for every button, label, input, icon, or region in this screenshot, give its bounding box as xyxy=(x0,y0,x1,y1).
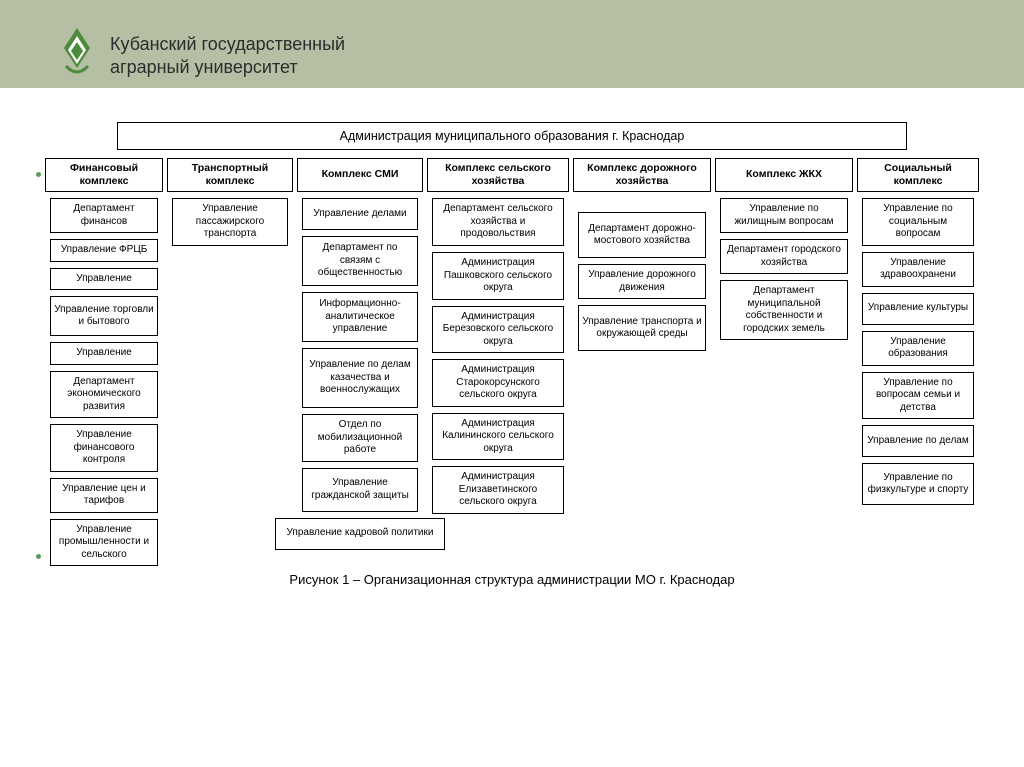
org-box: Управление дорожного движения xyxy=(578,264,706,299)
org-box: Управление ФРЦБ xyxy=(50,239,158,262)
root-node: Администрация муниципального образования… xyxy=(117,122,907,150)
org-box: Управление по физкультуре и спорту xyxy=(862,463,974,505)
org-box: Управление по делам казачества и военнос… xyxy=(302,348,418,408)
uni-title-line1: Кубанский государственный xyxy=(110,33,345,56)
org-box: Департамент экономического развития xyxy=(50,371,158,419)
org-box: Управление промышленности и сельского xyxy=(50,519,158,567)
chart-column: Комплекс СМИ Управление делами Департамент… xyxy=(297,158,423,566)
marker-dot xyxy=(36,172,41,177)
org-box: Управление xyxy=(50,342,158,365)
column-header: Финансовый комплекс xyxy=(45,158,163,192)
column-header: Комплекс дорожного хозяйства xyxy=(573,158,711,192)
org-box: Управление образования xyxy=(862,331,974,366)
org-box: Управление кадровой политики xyxy=(275,518,445,550)
column-header: Комплекс СМИ xyxy=(297,158,423,192)
column-header: Комплекс ЖКХ xyxy=(715,158,853,192)
org-box: Департамент финансов xyxy=(50,198,158,233)
org-box: Департамент городского хозяйства xyxy=(720,239,848,274)
org-box: Управление цен и тарифов xyxy=(50,478,158,513)
org-box: Департамент по связям с общественностью xyxy=(302,236,418,286)
org-box: Департамент сельского хозяйства и продов… xyxy=(432,198,564,246)
chart-column: Комплекс сельского хозяйства Департамент … xyxy=(427,158,569,566)
org-box: Департамент дорожно-мостового хозяйства xyxy=(578,212,706,258)
org-box: Управление гражданской защиты xyxy=(302,468,418,512)
university-logo xyxy=(58,26,96,82)
org-box: Управление финансового контроля xyxy=(50,424,158,472)
org-box: Департамент муниципальной собственности … xyxy=(720,280,848,340)
org-box: Управление здравоохранени xyxy=(862,252,974,287)
org-box: Управление по жилищным вопросам xyxy=(720,198,848,233)
org-box: Управление культуры xyxy=(862,293,974,325)
header-band: Кубанский государственный аграрный униве… xyxy=(0,0,1024,88)
org-box: Управление по делам xyxy=(862,425,974,457)
org-box: Администрация Березовского сельского окр… xyxy=(432,306,564,354)
org-box: Администрация Старокорсунского сельского… xyxy=(432,359,564,407)
org-box: Управление по социальным вопросам xyxy=(862,198,974,246)
column-header: Социальный комплекс xyxy=(857,158,979,192)
column-header: Комплекс сельского хозяйства xyxy=(427,158,569,192)
chart-column: Социальный комплекс Управление по социаль… xyxy=(857,158,979,566)
org-box: Управление пассажирского транспорта xyxy=(172,198,288,246)
org-box: Управление транспорта и окружающей среды xyxy=(578,305,706,351)
chart-columns: Финансовый комплекс Департамент финансов У… xyxy=(20,158,1004,566)
org-box: Управление торговли и бытового xyxy=(50,296,158,336)
org-box: Отдел по мобилизационной работе xyxy=(302,414,418,462)
org-box: Управление по вопросам семьи и детства xyxy=(862,372,974,420)
chart-column: Транспортный комплекс Управление пассажир… xyxy=(167,158,293,566)
marker-dot xyxy=(36,554,41,559)
org-chart: Администрация муниципального образования… xyxy=(0,88,1024,587)
org-box: Управление делами xyxy=(302,198,418,230)
org-box: Администрация Пашковского сельского окру… xyxy=(432,252,564,300)
uni-title-line2: аграрный университет xyxy=(110,56,345,79)
org-box: Администрация Калининского сельского окр… xyxy=(432,413,564,461)
org-box: Информационно-аналитическое управление xyxy=(302,292,418,342)
chart-column: Комплекс ЖКХ Управление по жилищным вопро… xyxy=(715,158,853,566)
org-box: Администрация Елизаветинского сельского … xyxy=(432,466,564,514)
university-title: Кубанский государственный аграрный униве… xyxy=(110,33,345,78)
chart-column: Финансовый комплекс Департамент финансов У… xyxy=(45,158,163,566)
chart-caption: Рисунок 1 – Организационная структура ад… xyxy=(20,572,1004,587)
chart-column: Комплекс дорожного хозяйства Департамент … xyxy=(573,158,711,566)
column-header: Транспортный комплекс xyxy=(167,158,293,192)
org-box: Управление xyxy=(50,268,158,291)
